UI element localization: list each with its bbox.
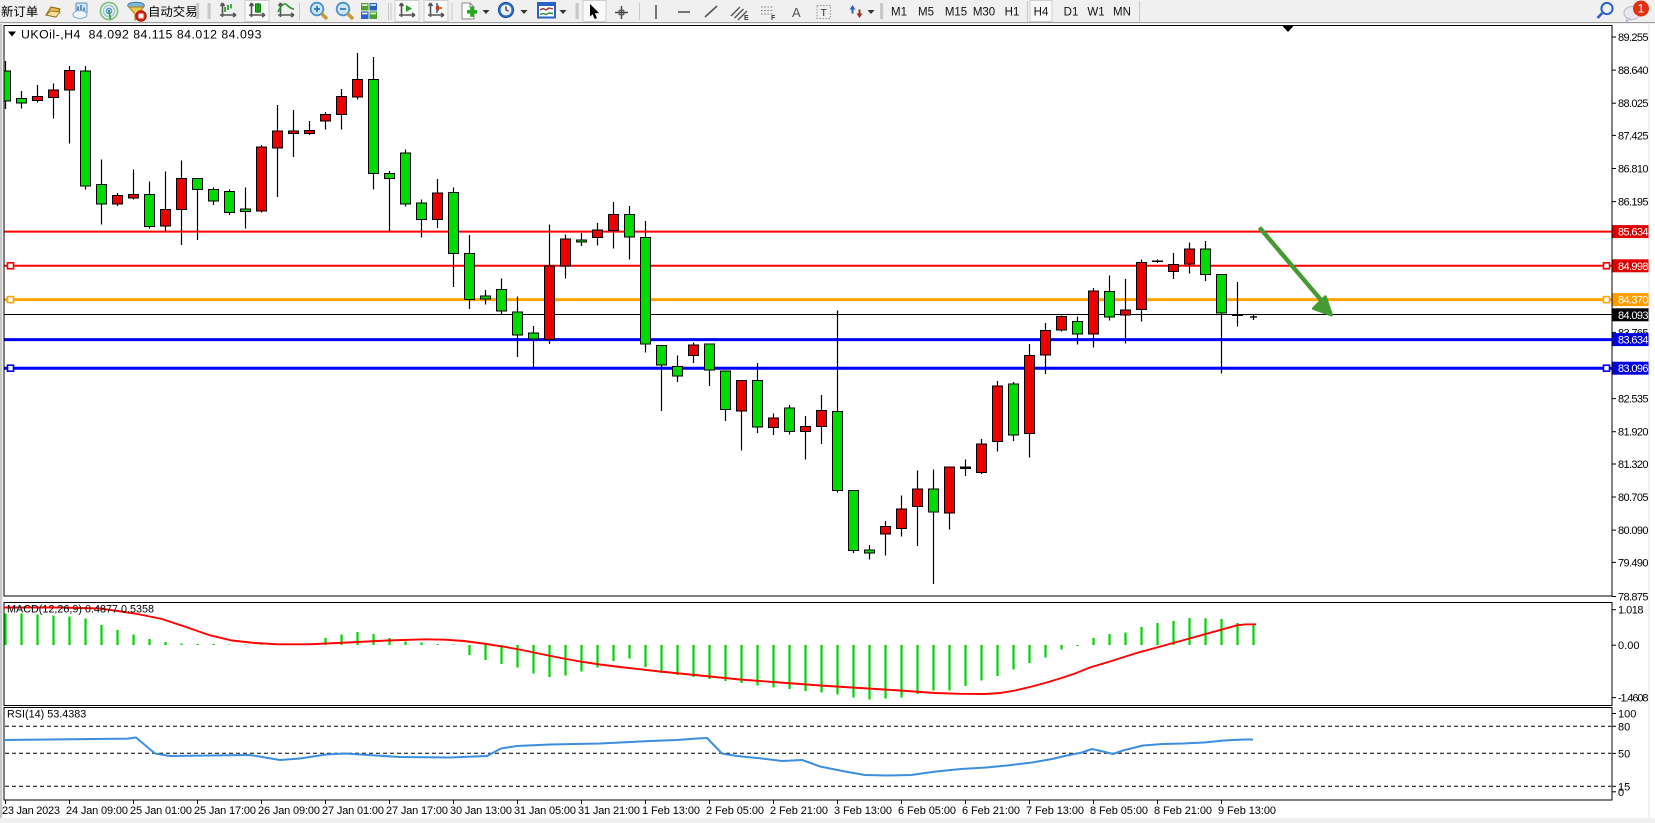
svg-text:81.920: 81.920	[1618, 427, 1649, 439]
svg-text:9 Feb 13:00: 9 Feb 13:00	[1218, 805, 1276, 817]
svg-text:F: F	[771, 15, 776, 22]
svg-text:85.634: 85.634	[1618, 227, 1649, 239]
svg-text:8 Feb 05:00: 8 Feb 05:00	[1090, 805, 1148, 817]
svg-text:89.255: 89.255	[1618, 32, 1649, 44]
svg-text:26 Jan 09:00: 26 Jan 09:00	[258, 805, 320, 817]
svg-text:D1: D1	[1064, 7, 1079, 19]
svg-text:100: 100	[1618, 709, 1636, 721]
svg-text:8 Feb 21:00: 8 Feb 21:00	[1154, 805, 1212, 817]
svg-text:27 Jan 01:00: 27 Jan 01:00	[322, 805, 384, 817]
svg-text:1 Feb 13:00: 1 Feb 13:00	[642, 805, 700, 817]
svg-text:1: 1	[1638, 2, 1645, 16]
svg-text:UKOil-,H4 84.092 84.115 84.01: UKOil-,H4 84.092 84.115 84.012 84.093	[21, 28, 262, 42]
svg-text:31 Jan 05:00: 31 Jan 05:00	[514, 805, 576, 817]
svg-text:88.025: 88.025	[1618, 98, 1649, 110]
svg-text:30 Jan 13:00: 30 Jan 13:00	[450, 805, 512, 817]
svg-text:RSI(14) 53.4383: RSI(14) 53.4383	[7, 709, 86, 721]
svg-text:1.018: 1.018	[1618, 605, 1644, 617]
svg-text:M30: M30	[973, 7, 995, 19]
svg-text:M1: M1	[891, 7, 907, 19]
svg-text:83.634: 83.634	[1618, 335, 1649, 347]
svg-text:84.093: 84.093	[1618, 310, 1649, 322]
svg-text:25 Jan 17:00: 25 Jan 17:00	[194, 805, 256, 817]
svg-text:82.535: 82.535	[1618, 394, 1649, 406]
svg-text:50: 50	[1618, 748, 1630, 760]
svg-text:88.640: 88.640	[1618, 65, 1649, 77]
svg-text:6 Feb 05:00: 6 Feb 05:00	[898, 805, 956, 817]
svg-text:86.195: 86.195	[1618, 197, 1649, 209]
svg-text:24 Jan 09:00: 24 Jan 09:00	[66, 805, 128, 817]
svg-text:2 Feb 21:00: 2 Feb 21:00	[770, 805, 828, 817]
svg-text:M5: M5	[918, 7, 934, 19]
svg-text:84.998: 84.998	[1618, 261, 1649, 273]
svg-text:6 Feb 21:00: 6 Feb 21:00	[962, 805, 1020, 817]
svg-text:0.00: 0.00	[1618, 640, 1640, 652]
svg-text:80.705: 80.705	[1618, 492, 1649, 504]
svg-text:3 Feb 13:00: 3 Feb 13:00	[834, 805, 892, 817]
svg-text:T: T	[821, 7, 828, 19]
svg-text:87.425: 87.425	[1618, 130, 1649, 142]
svg-text:MACD(12,26,9) 0.4877 0.5358: MACD(12,26,9) 0.4877 0.5358	[7, 604, 154, 616]
svg-text:-1.4608: -1.4608	[1618, 693, 1649, 705]
svg-text:2 Feb 05:00: 2 Feb 05:00	[706, 805, 764, 817]
svg-text:27 Jan 17:00: 27 Jan 17:00	[386, 805, 448, 817]
svg-text:H1: H1	[1005, 7, 1020, 19]
svg-text:E: E	[744, 15, 749, 22]
svg-text:A: A	[792, 5, 801, 20]
svg-text:25 Jan 01:00: 25 Jan 01:00	[130, 805, 192, 817]
svg-text:31 Jan 21:00: 31 Jan 21:00	[578, 805, 640, 817]
svg-text:15: 15	[1618, 781, 1630, 793]
svg-text:81.320: 81.320	[1618, 459, 1649, 471]
svg-text:M15: M15	[945, 7, 967, 19]
svg-text:80: 80	[1618, 721, 1630, 733]
svg-text:83.096: 83.096	[1618, 363, 1649, 375]
svg-text:80.090: 80.090	[1618, 525, 1649, 537]
svg-text:86.810: 86.810	[1618, 164, 1649, 176]
svg-text:78.875: 78.875	[1618, 592, 1649, 604]
svg-text:MN: MN	[1113, 7, 1131, 19]
svg-text:7 Feb 13:00: 7 Feb 13:00	[1026, 805, 1084, 817]
svg-text:23 Jan 2023: 23 Jan 2023	[2, 805, 60, 817]
svg-text:W1: W1	[1087, 7, 1104, 19]
svg-text:84.370: 84.370	[1618, 295, 1649, 307]
svg-text:79.490: 79.490	[1618, 557, 1649, 569]
svg-text:0: 0	[1618, 787, 1624, 799]
svg-text:H4: H4	[1034, 7, 1049, 19]
